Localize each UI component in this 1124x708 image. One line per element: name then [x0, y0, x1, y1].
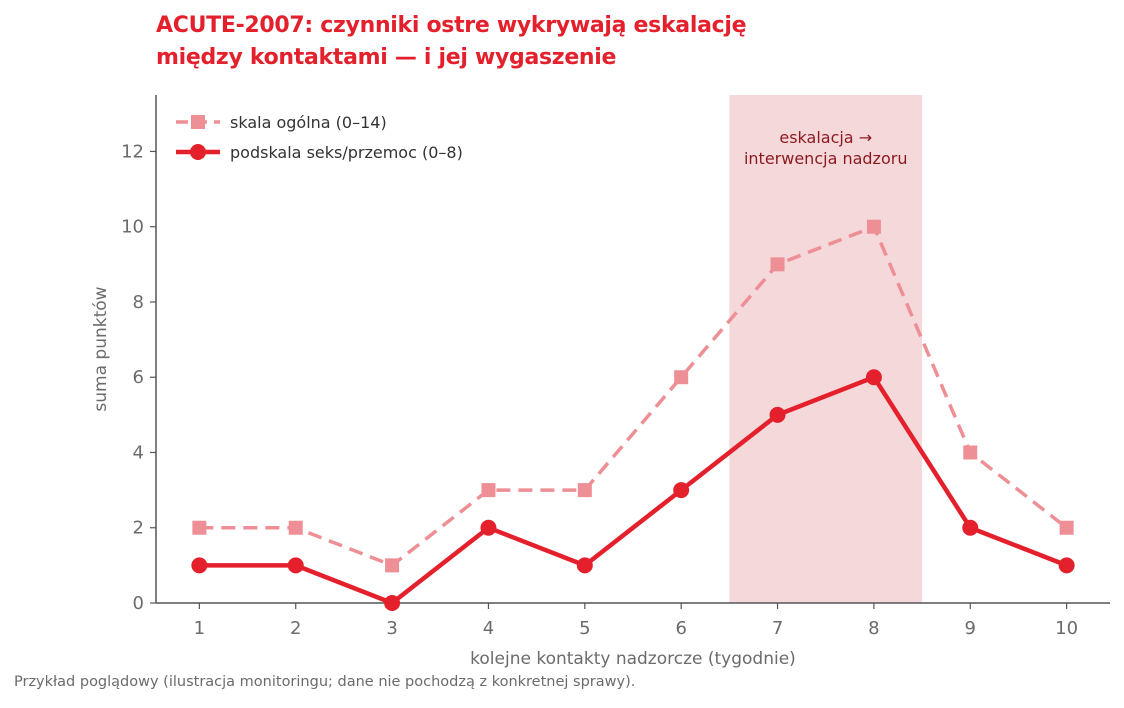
series-general-point [288, 520, 303, 535]
y-tick-label: 12 [121, 141, 144, 162]
chart-title-line-1: ACUTE-2007: czynniki ostre wykrywają esk… [156, 13, 747, 38]
highlight-band-layer: eskalacja → interwencja nadzoru [729, 95, 923, 603]
series-general-point [866, 219, 881, 234]
legend: skala ogólna (0–14) podskala seks/przemoc… [176, 113, 463, 162]
legend-sub-label: podskala seks/przemoc (0–8) [230, 143, 463, 162]
series-layer [191, 219, 1075, 611]
series-sub-point [576, 557, 593, 574]
legend-sub-marker [190, 144, 206, 160]
series-general-line [199, 224, 1068, 568]
series-sub-point [865, 369, 882, 386]
series-sub-point [384, 595, 401, 611]
y-tick-label: 8 [133, 292, 144, 313]
x-tick-label: 10 [1055, 618, 1078, 639]
x-tick-label: 5 [579, 618, 590, 639]
series-sub-point [962, 519, 979, 536]
series-sub-point [480, 519, 497, 536]
series-general-point [770, 257, 785, 272]
series-general-point [481, 483, 496, 498]
y-axis-label: suma punktów [91, 286, 111, 411]
x-tick-label: 7 [772, 618, 783, 639]
series-sub-point [191, 557, 208, 574]
x-tick-label: 6 [675, 618, 686, 639]
series-sub-point [769, 406, 786, 423]
x-tick-label: 1 [194, 618, 205, 639]
x-tick-label: 4 [483, 618, 494, 639]
highlight-band [729, 95, 923, 603]
y-tick-label: 6 [133, 367, 144, 388]
y-tick-label: 2 [133, 518, 144, 539]
series-general-point [1059, 520, 1074, 535]
y-tick-label: 10 [121, 217, 144, 238]
highlight-label-line-1: eskalacja → [779, 128, 872, 147]
series-sub-point [673, 482, 690, 499]
series-general-point [674, 370, 689, 385]
footnote: Przykład poglądowy (ilustracja monitorin… [14, 674, 636, 690]
x-axis-label: kolejne kontakty nadzorcze (tygodnie) [470, 649, 796, 669]
x-tick-label: 2 [290, 618, 301, 639]
x-tick-label: 8 [868, 618, 879, 639]
highlight-label-line-2: interwencja nadzoru [744, 149, 908, 168]
y-tick-label: 0 [133, 593, 144, 614]
series-general-point [192, 520, 207, 535]
chart-title: ACUTE-2007: czynniki ostre wykrywają esk… [156, 10, 916, 74]
x-tick-label: 9 [965, 618, 976, 639]
series-general-point [577, 483, 592, 498]
series-sub-point [287, 557, 304, 574]
y-tick-label: 4 [133, 442, 144, 463]
x-tick-label: 3 [386, 618, 397, 639]
series-sub-point [1058, 557, 1075, 574]
series-sub-line [199, 374, 1068, 606]
legend-general-label: skala ogólna (0–14) [230, 113, 387, 132]
chart-title-line-2: między kontaktami — i jej wygaszenie [156, 45, 617, 70]
series-general-point [963, 445, 978, 460]
legend-general-marker [191, 115, 205, 129]
series-general-point [385, 558, 400, 573]
